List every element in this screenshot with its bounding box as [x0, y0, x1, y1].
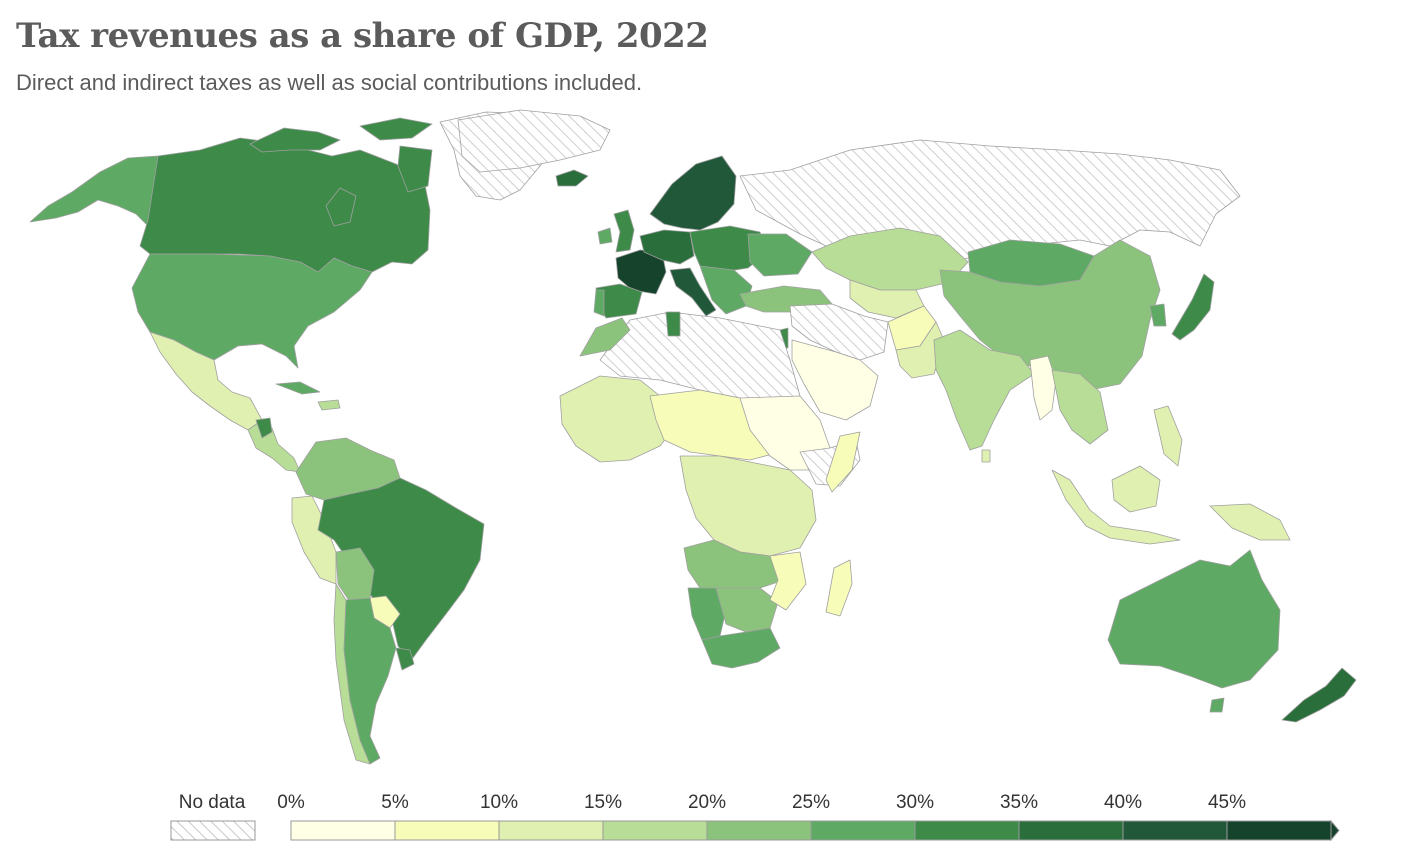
country-myanmar[interactable] — [1029, 355, 1057, 421]
legend-tick-label: 15% — [584, 792, 622, 813]
legend-no-data-label: No data — [179, 792, 246, 813]
country-iceland[interactable] — [555, 169, 589, 187]
legend-bin-25-30 — [810, 820, 916, 841]
country-philippines[interactable] — [1153, 405, 1183, 467]
chart-subtitle: Direct and indirect taxes as well as soc… — [16, 70, 643, 95]
legend-tick-label: 25% — [792, 792, 830, 813]
region-central-africa[interactable] — [679, 455, 817, 557]
legend-open-end-arrow — [1330, 819, 1340, 842]
legend-tick-label: 35% — [1000, 792, 1038, 813]
legend-no-data-swatch — [170, 820, 256, 841]
country-south-korea[interactable] — [1149, 303, 1167, 327]
legend-tick-labels: 0% 5% 10% 15% 20% 25% 30% 35% 40% 45% — [277, 792, 1246, 813]
country-india[interactable] — [933, 329, 1035, 451]
region-russia-arctic[interactable] — [457, 109, 611, 173]
country-thailand-indochina[interactable] — [1051, 369, 1109, 445]
country-morocco[interactable] — [579, 317, 631, 357]
legend-tick-label: 0% — [277, 792, 305, 813]
world-map — [29, 109, 1357, 765]
country-malaysia-indonesia[interactable] — [1051, 469, 1181, 545]
legend-bin-5-10 — [394, 820, 500, 841]
country-south-africa[interactable] — [701, 627, 781, 669]
country-saudi-arabia[interactable] — [791, 339, 879, 421]
legend-tick-label: 20% — [688, 792, 726, 813]
country-ukraine-belarus[interactable] — [747, 233, 813, 277]
country-botswana-zimbabwe[interactable] — [715, 587, 779, 633]
country-caribbean[interactable] — [317, 399, 341, 411]
country-somalia[interactable] — [825, 431, 861, 493]
country-madagascar[interactable] — [825, 559, 853, 617]
legend-bin-45-50 — [1226, 820, 1332, 841]
country-germany-benelux[interactable] — [639, 229, 695, 265]
chart-title: Tax revenues as a share of GDP, 2022 — [16, 16, 709, 56]
country-new-guinea[interactable] — [1209, 503, 1291, 541]
legend-tick-label: 10% — [480, 792, 518, 813]
region-middle-east-no-data[interactable] — [789, 303, 889, 361]
country-canada-arctic-islands[interactable] — [249, 117, 433, 193]
country-alaska[interactable] — [29, 155, 163, 229]
legend-tick-label: 5% — [381, 792, 409, 813]
legend-tick-label: 30% — [896, 792, 934, 813]
legend-bin-15-20 — [602, 820, 708, 841]
country-guatemala[interactable] — [255, 417, 273, 439]
legend-bin-0-5 — [290, 820, 396, 841]
country-norway-sweden-finland[interactable] — [649, 155, 737, 231]
country-tasmania[interactable] — [1209, 697, 1225, 713]
country-angola-zambia[interactable] — [683, 539, 785, 591]
country-cuba[interactable] — [275, 381, 321, 395]
region-central-america[interactable] — [247, 419, 301, 473]
legend-tick-label: 40% — [1104, 792, 1142, 813]
legend-tick-label: 45% — [1208, 792, 1246, 813]
legend-bin-20-25 — [706, 820, 812, 841]
country-uruguay[interactable] — [395, 647, 415, 671]
legend-bin-40-45 — [1122, 820, 1228, 841]
country-argentina[interactable] — [343, 597, 397, 765]
country-canada[interactable] — [139, 137, 431, 273]
country-united-kingdom[interactable] — [613, 209, 635, 253]
legend: No data 0% 5% 10% 15% 20% 25% 30% 35% 40% 45% — [170, 792, 1340, 842]
country-china[interactable] — [939, 239, 1161, 391]
legend-bin-35-40 — [1018, 820, 1124, 841]
country-sri-lanka[interactable] — [981, 449, 991, 463]
country-australia[interactable] — [1107, 549, 1281, 689]
country-tunisia[interactable] — [665, 311, 681, 337]
country-ireland[interactable] — [597, 227, 613, 245]
country-italy[interactable] — [669, 267, 717, 317]
legend-bin-30-35 — [914, 820, 1020, 841]
legend-color-bins — [290, 819, 1340, 842]
country-mozambique[interactable] — [769, 551, 807, 611]
country-portugal[interactable] — [593, 289, 605, 317]
country-borneo[interactable] — [1111, 465, 1161, 513]
country-new-zealand[interactable] — [1281, 667, 1357, 723]
country-japan[interactable] — [1171, 273, 1215, 341]
legend-bin-10-15 — [498, 820, 604, 841]
